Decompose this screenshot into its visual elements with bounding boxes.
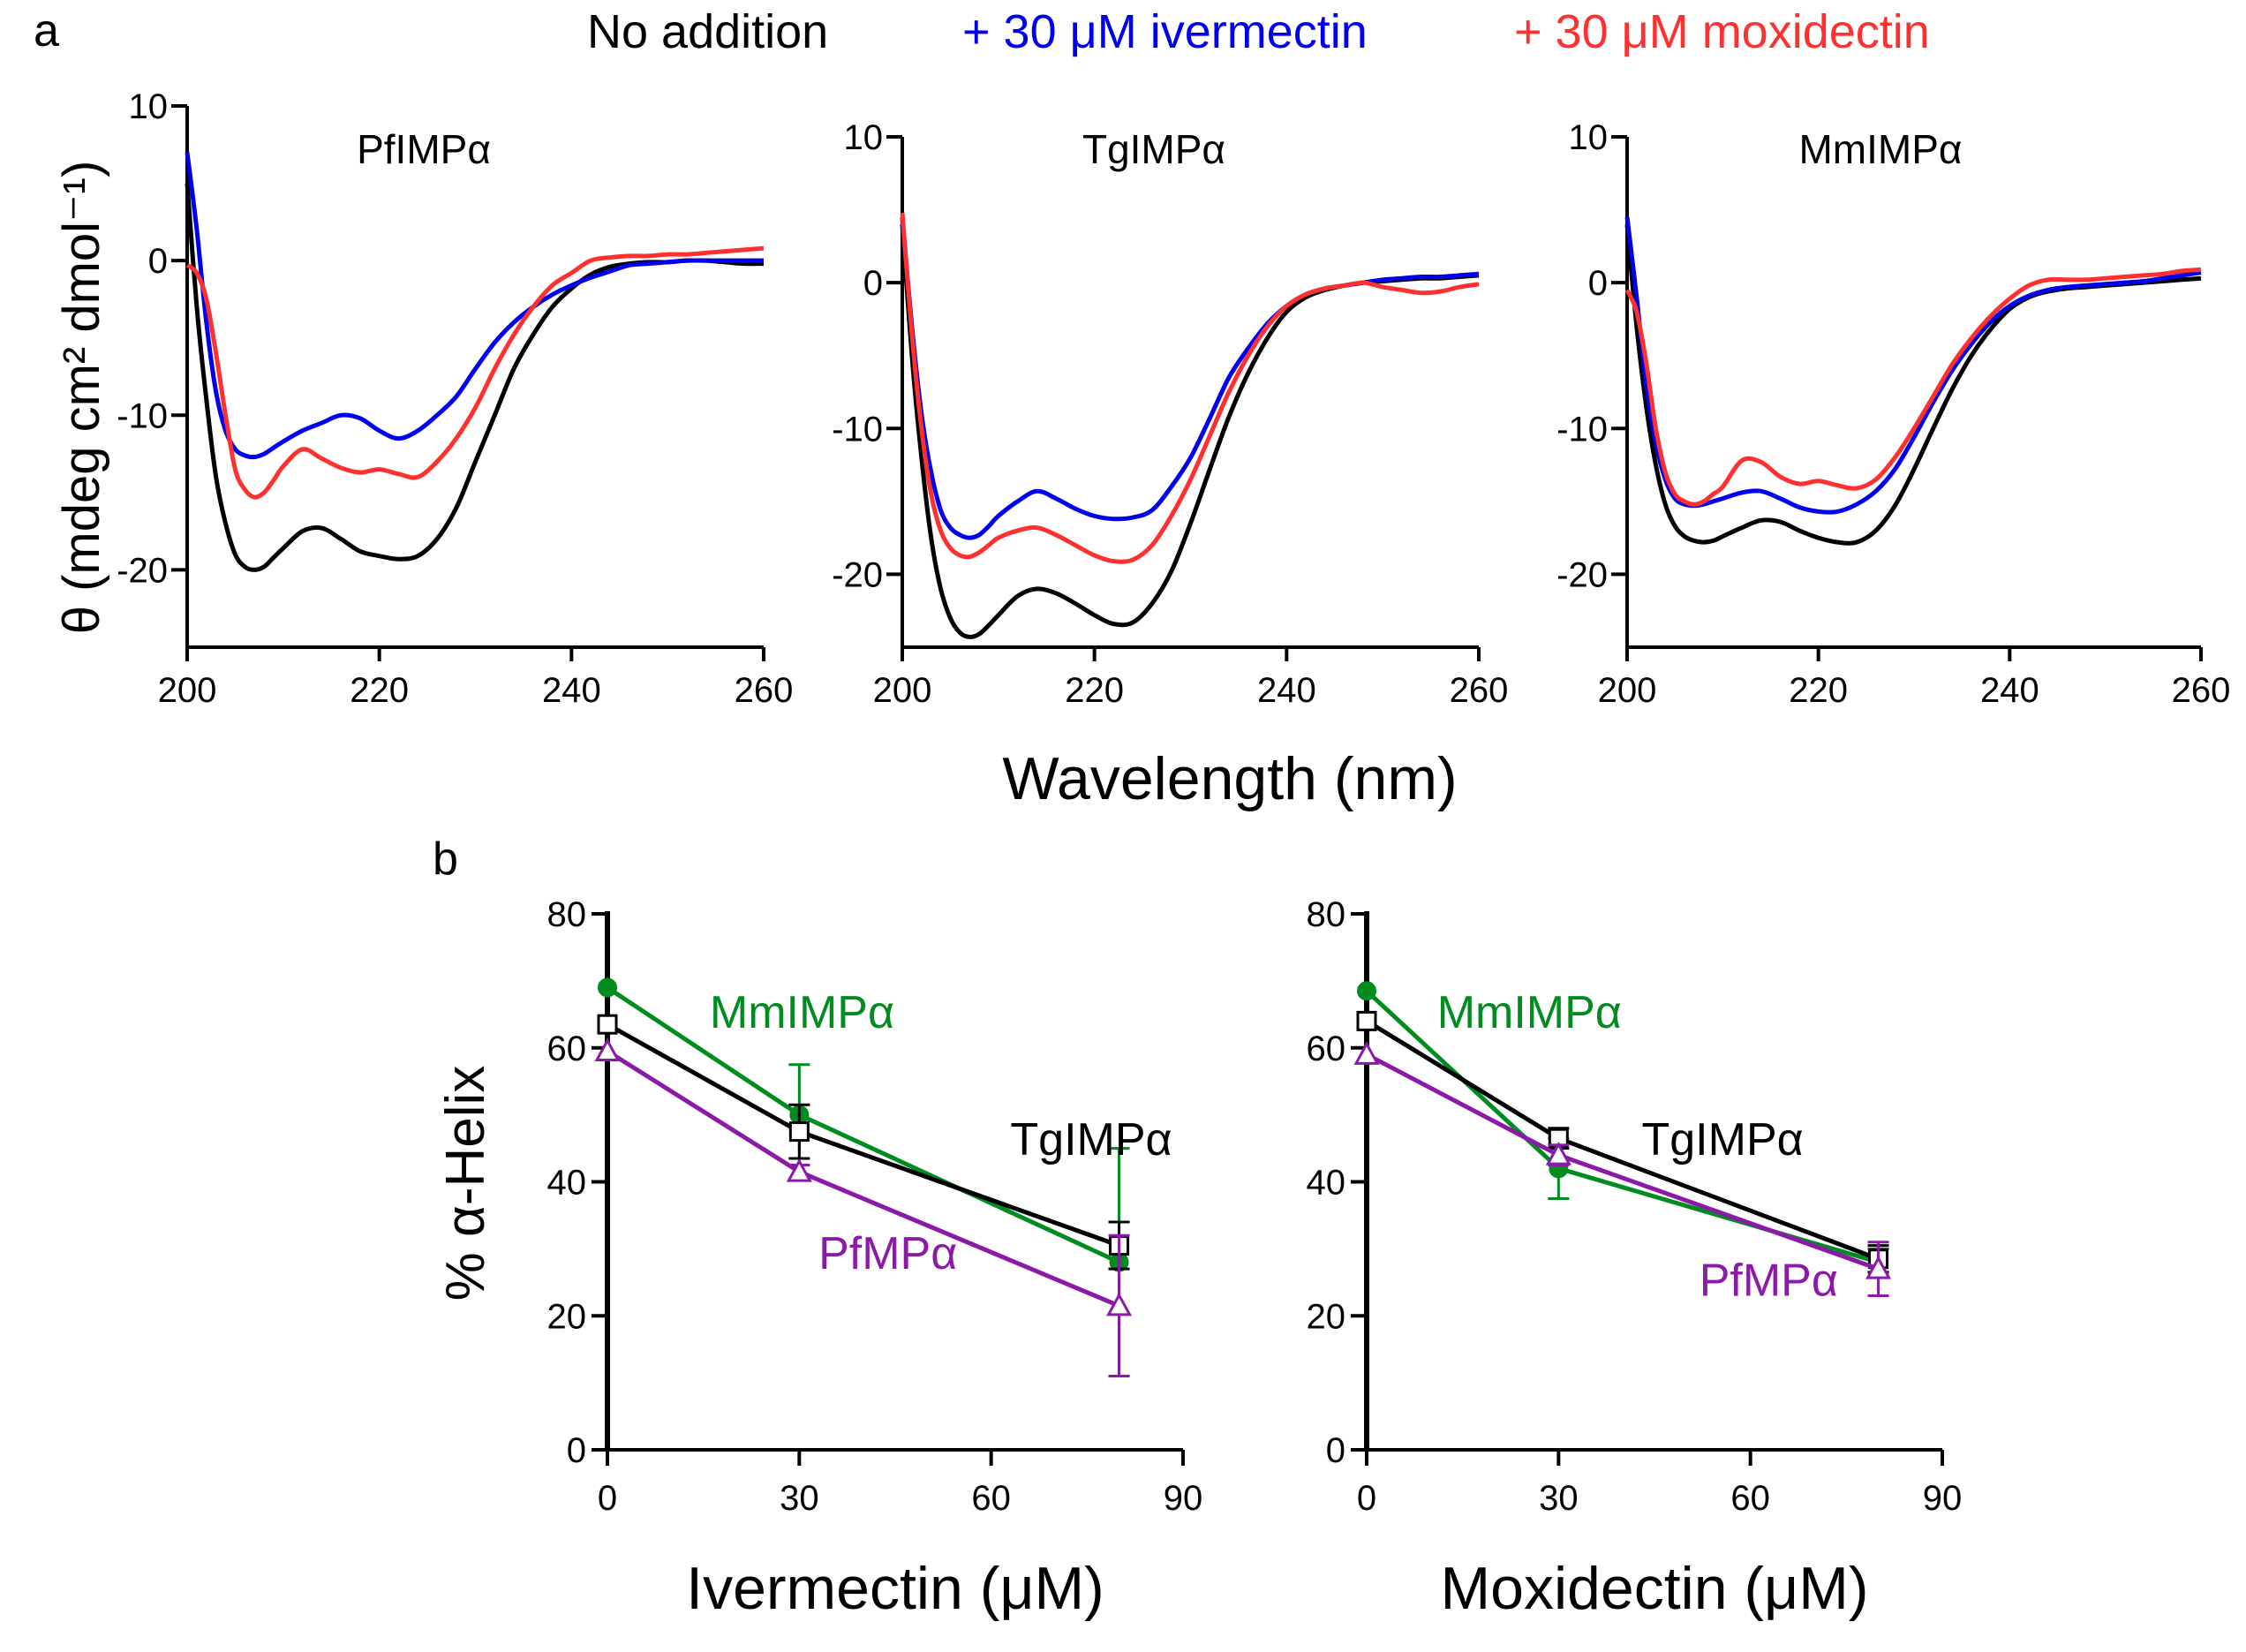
- x-tick-label: 60: [971, 1479, 1011, 1518]
- x-tick-label: 260: [735, 671, 794, 710]
- data-point-square: [788, 1121, 810, 1143]
- legend: No addition + 30 μM ivermectin + 30 μM m…: [587, 5, 1930, 58]
- y-tick-label: 60: [1307, 1030, 1346, 1068]
- helix-chart-moxidectin: 80 60 40 20 00 30 60 90 Moxidectin (μM) MmIMPα TgI…: [1307, 895, 1963, 1622]
- data-point-circle: [598, 977, 617, 998]
- x-tick-label: 220: [350, 671, 409, 710]
- y-tick-label: -10: [1556, 410, 1608, 449]
- x-tick-label: 0: [598, 1479, 617, 1518]
- y-tick-label: 40: [1307, 1164, 1346, 1203]
- x-tick-label: 90: [1164, 1479, 1203, 1518]
- x-tick-label: 220: [1789, 671, 1848, 710]
- y-tick-label: 60: [547, 1030, 587, 1068]
- x-tick-label: 30: [1539, 1479, 1579, 1518]
- legend-ivermectin: + 30 μM ivermectin: [962, 5, 1368, 58]
- series-line: [900, 223, 1480, 639]
- series-label: TgIMPα: [1010, 1114, 1172, 1165]
- y-tick-label: 20: [1307, 1297, 1346, 1336]
- panel-b-label: b: [433, 834, 458, 885]
- x-tick-label: 200: [1598, 671, 1657, 710]
- series-label: MmIMPα: [710, 987, 894, 1038]
- legend-moxidectin: + 30 μM moxidectin: [1514, 5, 1930, 58]
- y-tick-label: -10: [117, 396, 168, 435]
- data-point-triangle: [1353, 1041, 1380, 1065]
- x-tick-label: 30: [780, 1479, 819, 1518]
- series-line: [1624, 216, 2202, 515]
- y-tick-label: 40: [547, 1164, 587, 1203]
- data-point-square: [597, 1014, 618, 1035]
- x-tick-label: 260: [2172, 671, 2231, 710]
- x-tick-label: 200: [158, 671, 217, 710]
- y-tick-label: -20: [117, 551, 168, 590]
- y-tick-label: -10: [832, 410, 883, 449]
- x-tick-label: 240: [542, 671, 601, 710]
- series-line: [185, 152, 764, 460]
- cd-chart-tgimpa: 10 0 -10 -20 200 220 240 260 TgIMPα: [832, 118, 1508, 710]
- data-point-triangle: [786, 1158, 812, 1182]
- x-axis-label: Ivermectin (μM): [686, 1555, 1104, 1622]
- chart-title: PfIMPα: [357, 126, 491, 172]
- legend-no-addition: No addition: [587, 5, 828, 58]
- y-tick-label: -20: [832, 555, 883, 594]
- y-tick-label: 10: [844, 118, 884, 157]
- data-point-triangle: [1865, 1256, 1892, 1279]
- x-tick-label: 200: [873, 671, 932, 710]
- x-tick-label: 0: [1357, 1479, 1376, 1518]
- chart-title: TgIMPα: [1082, 126, 1225, 172]
- cd-chart-mmimpa: 10 0 -10 -20 200 220 240 260 MmIMPα: [1556, 118, 2230, 710]
- y-tick-label: 0: [1326, 1431, 1345, 1470]
- y-tick-label: 80: [547, 895, 587, 934]
- cd-chart-pfimpa: 10 0 -10 -20 200 220 240 260 PfIMPα: [117, 87, 793, 710]
- chart-title: MmIMPα: [1798, 126, 1962, 172]
- series-label: PfMPα: [1700, 1255, 1838, 1306]
- data-point-triangle: [1545, 1142, 1571, 1165]
- y-tick-label: 0: [863, 264, 883, 303]
- series-line: [185, 245, 765, 500]
- y-tick-label: 80: [1307, 895, 1346, 934]
- y-axis-label-b: % α-Helix: [435, 1066, 496, 1301]
- series-line: [900, 212, 1480, 564]
- panel-a-label: a: [34, 5, 59, 57]
- y-axis-label-a: θ (mdeg cm² dmol⁻¹): [53, 161, 110, 635]
- data-point-triangle: [594, 1037, 621, 1062]
- x-tick-label: 90: [1923, 1479, 1963, 1518]
- data-point-square: [1356, 1010, 1377, 1031]
- x-tick-label: 60: [1730, 1479, 1770, 1518]
- y-tick-label: 20: [547, 1297, 587, 1336]
- y-tick-label: 10: [1569, 118, 1609, 157]
- data-point-triangle: [1106, 1292, 1133, 1316]
- series-label: PfMPα: [818, 1228, 957, 1279]
- series-line: [900, 216, 1480, 540]
- x-axis-label-a: Wavelength (nm): [1002, 745, 1457, 812]
- data-point-circle: [1357, 981, 1376, 1001]
- series-label: MmIMPα: [1437, 987, 1622, 1038]
- x-tick-label: 240: [1257, 671, 1316, 710]
- y-tick-label: 0: [1588, 264, 1608, 303]
- x-tick-label: 260: [1450, 671, 1509, 710]
- helix-chart-ivermectin: 80 60 40 20 00 30 60 90 Ivermectin (μM) MmIMPα TgI…: [547, 895, 1203, 1622]
- y-tick-label: 0: [148, 242, 168, 281]
- y-tick-label: -20: [1556, 555, 1608, 594]
- x-axis-label: Moxidectin (μM): [1440, 1555, 1868, 1622]
- x-tick-label: 220: [1065, 671, 1124, 710]
- series-line: [185, 183, 765, 572]
- series-line: [1624, 267, 2202, 507]
- y-tick-label: 0: [567, 1431, 586, 1470]
- series-label: TgIMPα: [1642, 1114, 1804, 1165]
- x-tick-label: 240: [1980, 671, 2039, 710]
- y-tick-label: 10: [129, 87, 169, 126]
